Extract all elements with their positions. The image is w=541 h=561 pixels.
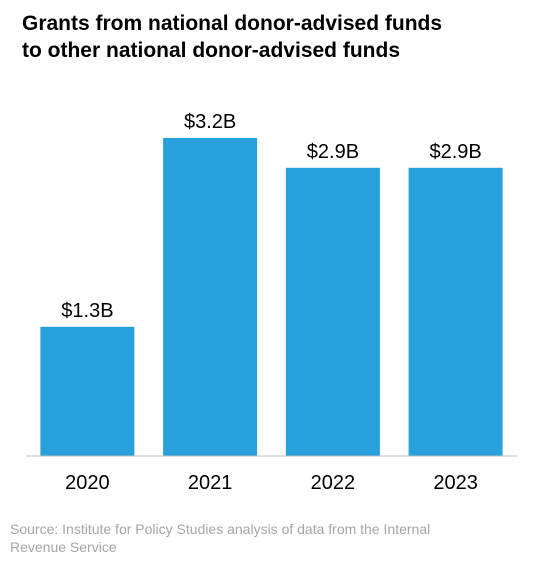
x-tick-label-2022: 2022 bbox=[311, 472, 356, 494]
bar-2023 bbox=[408, 167, 503, 457]
x-tick-label-2020: 2020 bbox=[65, 472, 110, 494]
bar-2020 bbox=[40, 326, 135, 456]
chart-title: Grants from national donor-advised funds… bbox=[22, 10, 522, 64]
data-label-2020: $1.3B bbox=[61, 300, 113, 322]
bar-2022 bbox=[285, 167, 380, 457]
chart-title-line-2: to other national donor-advised funds bbox=[22, 39, 400, 62]
bar-2021 bbox=[163, 138, 258, 456]
source-note: Source: Institute for Policy Studies ana… bbox=[10, 521, 431, 555]
data-label-2022: $2.9B bbox=[307, 141, 359, 163]
value-labels: $1.3B $3.2B $2.9B $2.9B bbox=[61, 111, 481, 322]
x-tick-label-2023: 2023 bbox=[433, 472, 478, 494]
data-label-2023: $2.9B bbox=[429, 141, 481, 163]
x-tick-labels: 2020 2021 2022 2023 bbox=[65, 472, 478, 494]
data-label-2021: $3.2B bbox=[184, 111, 236, 133]
chart-title-line-1: Grants from national donor-advised funds bbox=[22, 12, 443, 35]
x-tick-label-2021: 2021 bbox=[188, 472, 233, 494]
bars bbox=[40, 138, 503, 457]
